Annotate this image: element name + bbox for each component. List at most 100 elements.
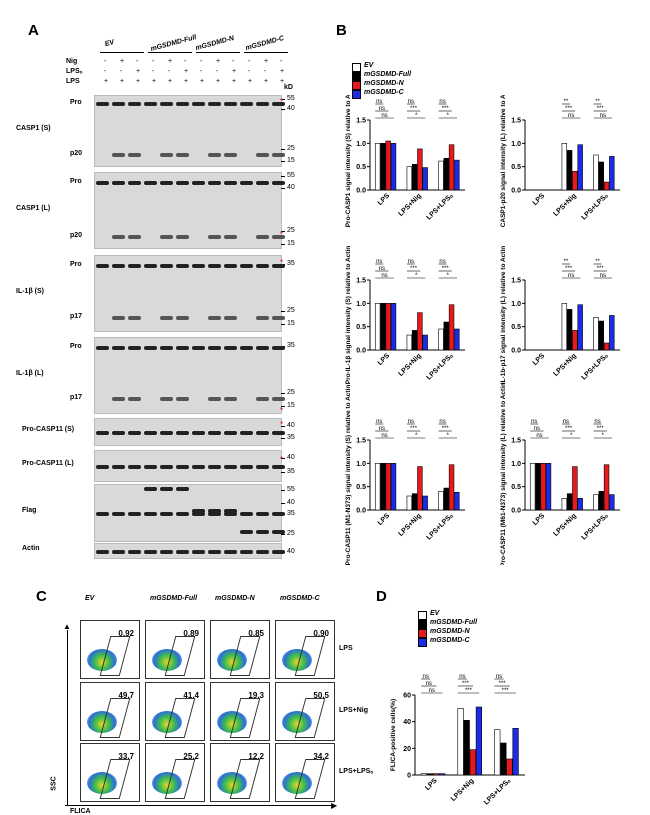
treatment-sign: + bbox=[168, 78, 173, 85]
blot-band bbox=[112, 316, 125, 320]
blot-band bbox=[208, 465, 221, 469]
treatment-sign: + bbox=[232, 68, 237, 75]
legend-label: EV bbox=[364, 62, 374, 69]
flow-percentage: 33.7 bbox=[118, 752, 134, 761]
bar bbox=[417, 312, 423, 351]
band-label: p20 bbox=[70, 232, 83, 239]
mw-tick bbox=[281, 393, 285, 394]
sig-label: * bbox=[447, 433, 450, 439]
red-star: * bbox=[280, 420, 284, 429]
legend-swatch bbox=[418, 611, 427, 620]
blot-band bbox=[208, 346, 221, 350]
blot-band bbox=[272, 512, 285, 516]
blot-band bbox=[240, 465, 253, 469]
y-axis-label: Pro-CASP11 (M61-N373) signal intensity (… bbox=[500, 383, 507, 565]
blot-band bbox=[208, 264, 221, 268]
legend-label: mGSDMD-Full bbox=[430, 619, 478, 626]
sig-label: ns bbox=[423, 674, 429, 680]
legend-swatch bbox=[352, 63, 361, 72]
bar bbox=[609, 315, 615, 351]
bar bbox=[572, 330, 578, 351]
y-tick-label: 1.0 bbox=[511, 141, 521, 148]
flow-density bbox=[152, 772, 182, 794]
treatment-sign: - bbox=[232, 58, 235, 65]
legend-swatch bbox=[418, 629, 427, 638]
band-label: Pro bbox=[70, 343, 82, 350]
sig-label: ns bbox=[376, 99, 382, 105]
bar bbox=[512, 728, 519, 776]
x-tick-label: LPS+LPSₒ bbox=[483, 777, 512, 806]
blot-band bbox=[272, 397, 285, 401]
y-tick-label: 0.5 bbox=[356, 164, 366, 171]
bar bbox=[463, 720, 470, 776]
flow-plot: 50.5 bbox=[275, 682, 335, 741]
treatment-sign: - bbox=[184, 58, 187, 65]
bar bbox=[385, 463, 391, 511]
treatment-label: LPS bbox=[66, 78, 80, 85]
y-tick-label: 60 bbox=[403, 693, 411, 700]
x-tick-label: LPS bbox=[532, 192, 547, 207]
blot-label: Pro-CASP11 (S) bbox=[22, 426, 75, 433]
y-tick-label: 0.0 bbox=[511, 188, 521, 195]
y-tick-label: 1.0 bbox=[511, 301, 521, 308]
blot-band bbox=[272, 550, 285, 554]
sig-label: * bbox=[415, 113, 418, 119]
band-label: Pro bbox=[70, 261, 82, 268]
y-tick-label: 40 bbox=[403, 719, 411, 726]
blot-band bbox=[224, 465, 237, 469]
blot-band bbox=[112, 235, 125, 239]
bar bbox=[374, 463, 381, 511]
treatment-sign: + bbox=[136, 68, 141, 75]
bar bbox=[420, 773, 428, 776]
bar-chart: 0.0 0.5 1.0 1.5 IL-1b-p17 signal intensity (… bbox=[500, 246, 620, 384]
bar bbox=[529, 463, 536, 511]
sig-label: *** bbox=[597, 106, 605, 112]
treatment-sign: - bbox=[280, 58, 283, 65]
blot-band bbox=[256, 512, 269, 516]
sig-label: * bbox=[447, 273, 450, 279]
blot-band bbox=[112, 153, 125, 157]
blot-band bbox=[176, 264, 189, 268]
bar bbox=[566, 309, 573, 351]
red-star: * bbox=[280, 258, 284, 267]
sig-label: ns bbox=[568, 113, 574, 119]
bar bbox=[572, 171, 578, 191]
bar bbox=[385, 140, 391, 191]
sig-label: ns bbox=[568, 273, 574, 279]
flow-plot: 0.89 bbox=[145, 620, 205, 679]
y-tick-label: 1.5 bbox=[511, 118, 521, 125]
blot-band bbox=[144, 181, 157, 185]
bar-chart: 0.0 0.5 1.0 1.5 Pro-CASP11 (M1-N373) signal … bbox=[345, 385, 465, 565]
y-tick-label: 1.5 bbox=[511, 438, 521, 445]
bar bbox=[598, 320, 604, 351]
blot-band bbox=[256, 431, 269, 435]
legend-swatch bbox=[352, 72, 361, 81]
legend-label: mGSDMD-C bbox=[430, 637, 470, 644]
blot-band bbox=[256, 530, 269, 534]
flow-plot: 49.7 bbox=[80, 682, 140, 741]
flow-density bbox=[282, 649, 312, 671]
blot-band bbox=[112, 346, 125, 350]
blot-band bbox=[192, 102, 205, 106]
blot-band bbox=[112, 102, 125, 106]
mw-marker: 40 bbox=[287, 499, 295, 506]
treatment-sign: + bbox=[104, 78, 109, 85]
flow-percentage: 0.90 bbox=[313, 629, 329, 638]
blot-band bbox=[208, 512, 221, 516]
y-tick-label: 1.0 bbox=[356, 141, 366, 148]
x-tick-label: LPS bbox=[424, 777, 439, 792]
treatment-sign: + bbox=[264, 78, 269, 85]
blot-band bbox=[224, 509, 237, 513]
bar-chart: 0.0 0.5 1.0 1.5 CASP1-p20 signal intensity (… bbox=[500, 95, 620, 227]
flow-percentage: 25.2 bbox=[183, 752, 199, 761]
x-tick-label: LPS+Nig bbox=[397, 512, 422, 537]
sig-label: * bbox=[447, 113, 450, 119]
bar bbox=[603, 342, 610, 351]
flow-gate bbox=[294, 636, 326, 676]
blot-band bbox=[128, 102, 141, 106]
blot-band bbox=[112, 181, 125, 185]
x-arrow-icon: ▶ bbox=[331, 801, 338, 810]
blot-band bbox=[144, 264, 157, 268]
bar bbox=[443, 157, 449, 191]
y-axis-label: IL-1b-p17 signal intensity (L) relative … bbox=[500, 246, 507, 384]
